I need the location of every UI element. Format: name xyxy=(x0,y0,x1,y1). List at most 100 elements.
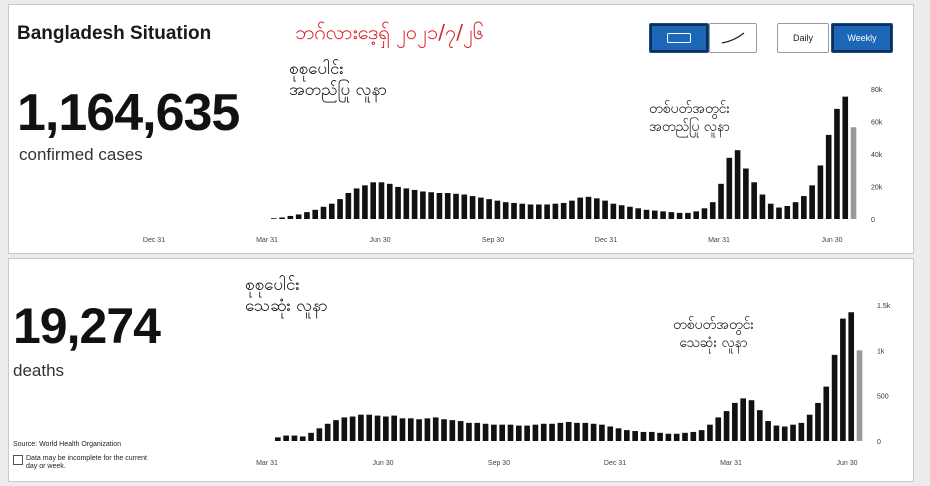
cases-bar xyxy=(560,202,567,219)
deaths-bar xyxy=(291,435,298,441)
deaths-bar xyxy=(399,418,406,441)
deaths-bar xyxy=(657,432,663,441)
deaths-bar xyxy=(698,430,705,441)
deaths-bar xyxy=(599,424,605,441)
cases-bar xyxy=(618,205,625,219)
deaths-bar xyxy=(707,424,713,441)
cases-bar xyxy=(668,212,675,219)
weekly-toggle[interactable]: Weekly xyxy=(831,23,893,53)
deaths-y-tick-label: 1k xyxy=(877,348,885,355)
cases-bar xyxy=(792,202,799,219)
deaths-bar xyxy=(391,415,397,441)
deaths-bar xyxy=(624,430,630,441)
deaths-bar xyxy=(673,433,680,441)
cases-bar xyxy=(743,168,749,219)
cases-bar xyxy=(834,108,840,219)
deaths-bar xyxy=(848,312,855,441)
deaths-bar xyxy=(682,432,688,441)
deaths-bar xyxy=(341,417,348,441)
deaths-label: deaths xyxy=(13,361,65,380)
cases-label: confirmed cases xyxy=(19,145,143,164)
deaths-bar xyxy=(283,435,289,441)
cases-bar xyxy=(511,202,517,219)
cases-weekly-annotation: တစ်ပတ်အတွင်း အတည်ပြု လူနာ xyxy=(649,101,730,135)
cases-bar xyxy=(328,203,335,219)
deaths-bar xyxy=(424,418,431,441)
deaths-panel: 19,274 deaths စုစုပေါင်း သေဆုံး လူနာ တစ်… xyxy=(8,258,914,482)
cases-x-tick-label: Jun 30 xyxy=(369,237,390,244)
cases-x-tick-label: Sep 30 xyxy=(482,237,504,244)
cases-bar xyxy=(345,193,352,219)
deaths-y-tick-label: 500 xyxy=(877,394,889,401)
cases-bar xyxy=(312,209,319,219)
deaths-bar xyxy=(582,422,589,441)
source-note: Source: World Health Organization xyxy=(13,441,122,448)
deaths-bar xyxy=(383,416,389,441)
deaths-bar xyxy=(466,422,472,441)
cases-bar xyxy=(428,192,434,219)
line-chart-toggle[interactable] xyxy=(709,23,757,53)
cases-bar xyxy=(585,196,592,219)
deaths-bar xyxy=(549,423,555,441)
cases-bar xyxy=(759,194,766,219)
deaths-weekly-annotation: တစ်ပတ်အတွင်း သေဆုံး လူနာ xyxy=(673,317,754,351)
deaths-bar xyxy=(507,424,514,441)
cases-bar xyxy=(784,206,791,219)
deaths-bar xyxy=(840,318,846,441)
cases-bar xyxy=(353,188,360,219)
deaths-bar xyxy=(432,417,439,441)
cases-bar xyxy=(304,212,310,219)
deaths-bar xyxy=(765,421,771,441)
cases-bar xyxy=(411,189,418,219)
cases-bar xyxy=(569,200,575,219)
deaths-bar xyxy=(740,398,747,441)
cases-total-annotation: စုစုပေါင်း အတည်ပြု လူနာ xyxy=(289,59,388,101)
cases-bar xyxy=(801,196,807,219)
deaths-bar xyxy=(690,431,697,441)
cases-bar xyxy=(776,207,782,219)
cases-y-tick-label: 80k xyxy=(871,87,883,94)
cases-y-tick-label: 40k xyxy=(871,152,883,159)
deaths-bar xyxy=(648,431,655,441)
cases-bar xyxy=(817,165,824,219)
daily-toggle[interactable]: Daily xyxy=(777,23,829,53)
deaths-bar xyxy=(540,423,547,441)
deaths-bar xyxy=(607,426,614,441)
deaths-bar xyxy=(632,431,638,441)
cases-bar xyxy=(627,206,633,219)
cases-bar xyxy=(660,211,666,219)
deaths-bar xyxy=(557,422,564,441)
cases-bar xyxy=(767,203,774,219)
deaths-y-tick-label: 0 xyxy=(877,439,881,446)
info-icon xyxy=(13,455,23,465)
deaths-bar xyxy=(416,419,422,441)
page-title: Bangladesh Situation xyxy=(17,23,212,44)
deaths-bar xyxy=(715,417,722,441)
cases-bar xyxy=(370,182,377,219)
cases-x-tick-label: Jun 30 xyxy=(821,237,842,244)
cases-bar xyxy=(552,203,559,219)
deaths-bar xyxy=(457,421,464,441)
cases-bar xyxy=(279,217,285,219)
cases-bar xyxy=(444,193,451,219)
cases-bar xyxy=(751,182,757,219)
cases-bar xyxy=(519,203,526,219)
deaths-bar xyxy=(324,423,331,441)
cases-bar xyxy=(726,157,733,219)
deaths-x-tick-label: Mar 31 xyxy=(720,460,742,467)
data-incomplete-note: Data may be incomplete for the current d… xyxy=(13,455,153,472)
deaths-y-tick-label: 1.5k xyxy=(877,303,891,310)
deaths-chart: 1.5k 1k 500 0 Mar 31 Jun 30 Sep 30 Dec 31 Mar 31… xyxy=(256,303,891,467)
deaths-bar xyxy=(275,437,281,441)
cases-bar xyxy=(527,204,534,219)
cases-bar-incomplete xyxy=(850,127,857,219)
bar-chart-toggle[interactable] xyxy=(649,23,709,53)
deaths-bar xyxy=(831,354,838,441)
deaths-bar xyxy=(532,424,539,441)
date-text: ဘဂ်လားဒေ့ရှ် ၂၀၂၁/၇/၂၆ xyxy=(295,20,485,44)
cases-bar xyxy=(635,208,642,219)
deaths-x-tick-label: Jun 30 xyxy=(372,460,393,467)
cases-bar xyxy=(643,209,650,219)
line-chart-icon xyxy=(721,32,745,44)
deaths-bar xyxy=(407,418,414,441)
